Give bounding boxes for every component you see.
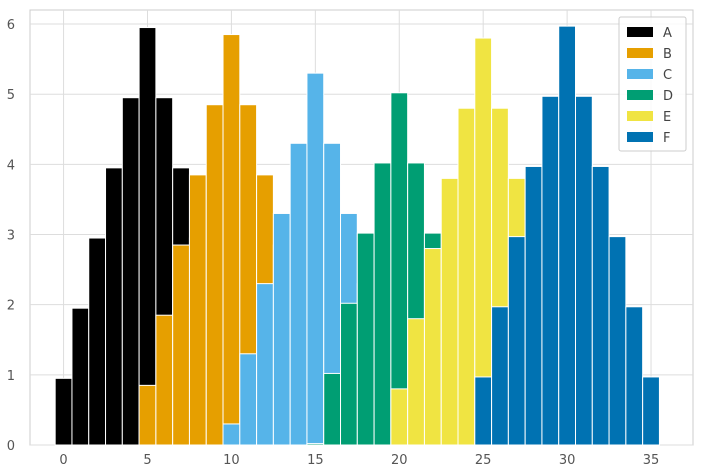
y-tick-label: 3 xyxy=(7,229,15,244)
x-tick-label: 15 xyxy=(307,453,324,468)
bar-f-25 xyxy=(474,376,493,446)
bar-d-19 xyxy=(373,162,392,446)
legend-label-b: B xyxy=(663,47,672,62)
bar-f-32 xyxy=(591,165,610,446)
y-tick-label: 0 xyxy=(7,439,15,454)
bar-c-15 xyxy=(306,72,325,446)
bar-c-13 xyxy=(272,212,291,446)
bar-b-5 xyxy=(138,384,157,446)
bar-f-28 xyxy=(524,165,543,446)
bar-e-21 xyxy=(407,318,425,446)
bar-f-34 xyxy=(625,306,644,446)
bar-f-27 xyxy=(507,236,526,446)
legend-frame xyxy=(618,16,687,152)
bar-f-29 xyxy=(541,95,560,446)
y-tick-label: 1 xyxy=(7,369,15,384)
bar-d-16 xyxy=(323,372,342,446)
y-tick-label: 2 xyxy=(7,299,15,314)
bar-c-12 xyxy=(256,283,274,446)
bar-b-6 xyxy=(155,314,174,446)
y-tick-label: 5 xyxy=(7,88,15,103)
x-tick-label: 35 xyxy=(643,453,660,468)
bar-a-4 xyxy=(121,97,140,446)
bar-f-30 xyxy=(558,25,577,446)
bar-a-0 xyxy=(54,377,73,446)
legend-swatch-b xyxy=(627,48,653,58)
bars xyxy=(54,25,660,446)
bar-f-31 xyxy=(575,95,593,446)
legend-label-e: E xyxy=(663,110,671,125)
legend-swatch-d xyxy=(627,90,653,100)
x-tick-label: 20 xyxy=(391,453,408,468)
legend-swatch-e xyxy=(627,111,653,121)
x-tick-label: 0 xyxy=(59,453,67,468)
bar-e-22 xyxy=(423,248,442,446)
legend-label-d: D xyxy=(663,89,673,104)
x-tick-label: 10 xyxy=(223,453,240,468)
bar-f-33 xyxy=(608,236,627,446)
legend-label-f: F xyxy=(663,131,670,146)
bar-d-18 xyxy=(356,232,375,446)
bar-e-24 xyxy=(457,107,476,446)
x-tick-label: 30 xyxy=(559,453,576,468)
bar-a-5 xyxy=(138,27,157,446)
bar-b-9 xyxy=(205,104,224,446)
bar-a-1 xyxy=(71,307,90,446)
bar-e-23 xyxy=(440,177,459,446)
bar-a-3 xyxy=(105,167,123,446)
y-axis-ticks: 0 1 2 3 4 5 6 xyxy=(7,18,15,454)
bar-f-35 xyxy=(642,376,660,446)
legend-swatch-c xyxy=(627,69,653,79)
x-axis-ticks: 0 5 10 15 20 25 30 35 xyxy=(59,453,659,468)
legend-label-c: C xyxy=(663,68,672,83)
bar-a-2 xyxy=(88,237,107,446)
bar-c-11 xyxy=(239,353,258,446)
bar-c-14 xyxy=(289,142,308,446)
y-tick-label: 4 xyxy=(7,158,15,173)
legend-label-a: A xyxy=(663,26,672,41)
bar-c-10 xyxy=(222,423,241,446)
bar-b-10 xyxy=(222,34,241,446)
bar-d-15 xyxy=(306,443,325,446)
x-tick-label: 25 xyxy=(475,453,492,468)
legend-swatch-f xyxy=(627,132,653,142)
bar-d-17 xyxy=(340,302,358,446)
x-tick-label: 5 xyxy=(143,453,151,468)
bar-e-20 xyxy=(390,388,409,446)
bar-b-7 xyxy=(172,244,190,446)
bar-f-26 xyxy=(491,306,509,446)
bar-b-8 xyxy=(188,174,207,446)
y-tick-label: 6 xyxy=(7,18,15,33)
legend-swatch-a xyxy=(627,27,653,37)
